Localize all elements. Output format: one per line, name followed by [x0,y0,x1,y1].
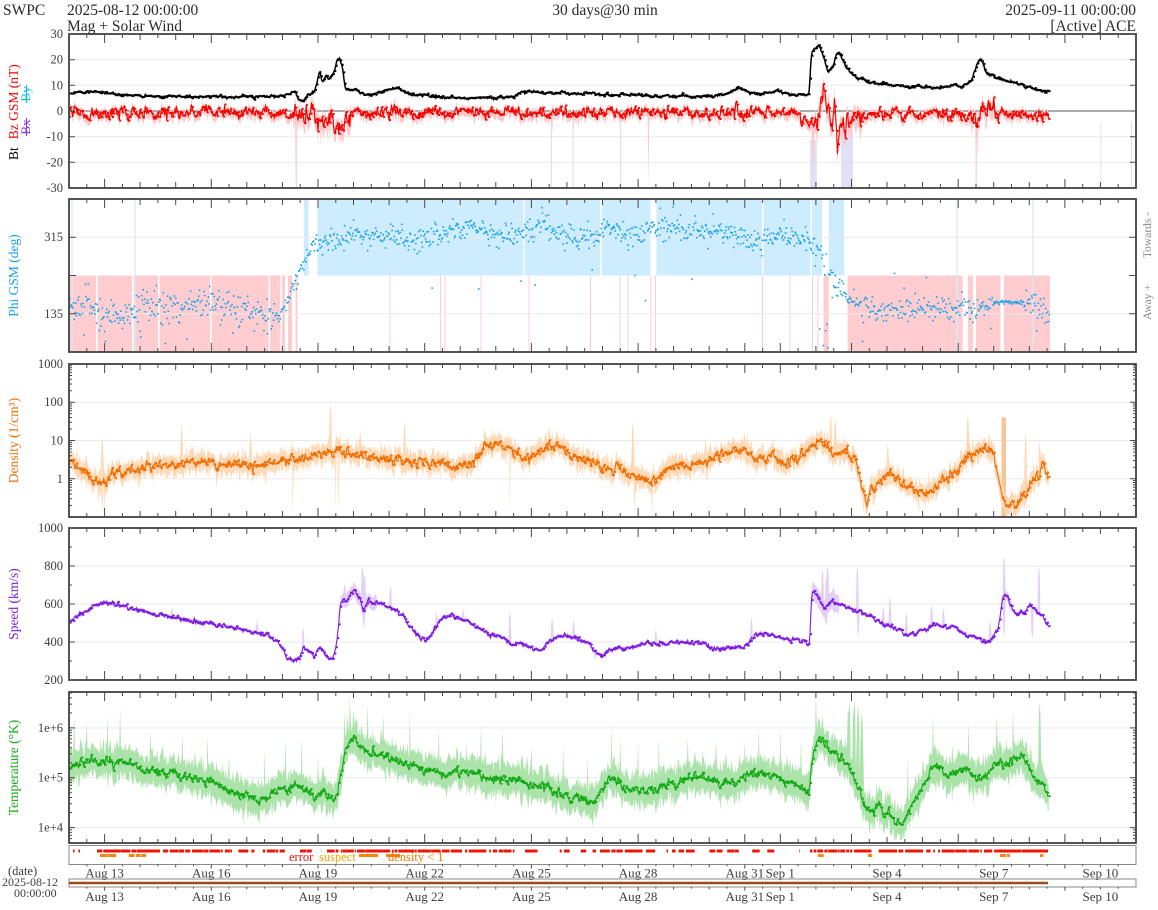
svg-text:Aug 31: Aug 31 [725,889,764,904]
svg-text:Temperature (°K): Temperature (°K) [6,720,21,816]
svg-text:Sep 7: Sep 7 [979,889,1009,904]
svg-text:[Active] ACE: [Active] ACE [1050,18,1136,35]
svg-text:Sep 4: Sep 4 [872,866,902,881]
svg-text:By: By [18,86,33,102]
svg-text:1e+4: 1e+4 [38,821,64,835]
svg-text:Aug 19: Aug 19 [299,889,338,904]
svg-text:100: 100 [44,395,63,409]
svg-text:error: error [289,850,314,864]
svg-text:1e+6: 1e+6 [38,721,63,735]
svg-text:400: 400 [44,635,63,649]
svg-text:Aug 16: Aug 16 [192,866,231,881]
svg-text:10: 10 [51,78,64,92]
svg-text:Aug 22: Aug 22 [405,866,444,881]
svg-text:315: 315 [44,230,63,244]
svg-text:135: 135 [44,307,63,321]
svg-text:Aug 25: Aug 25 [512,866,551,881]
svg-text:Aug 22: Aug 22 [405,889,444,904]
svg-text:SWPC: SWPC [3,2,45,19]
svg-text:Towards -: Towards - [1142,212,1154,258]
svg-text:Density (1/cm³): Density (1/cm³) [6,398,21,483]
svg-text:Away +: Away + [1142,284,1154,320]
svg-text:0: 0 [57,104,63,118]
svg-text:BtBz GSM (nT): BtBz GSM (nT) [6,64,21,160]
svg-text:Aug 28: Aug 28 [619,866,658,881]
svg-text:-30: -30 [46,181,63,195]
svg-text:20: 20 [51,53,64,67]
svg-text:Aug 16: Aug 16 [192,889,231,904]
svg-text:Aug 31: Aug 31 [725,866,764,881]
svg-text:Bx: Bx [18,119,33,135]
svg-text:Sep 10: Sep 10 [1083,866,1119,881]
svg-text:suspect: suspect [319,850,356,864]
svg-text:00:00:00: 00:00:00 [14,886,57,900]
svg-text:Aug 28: Aug 28 [619,889,658,904]
svg-text:Mag + Solar Wind: Mag + Solar Wind [67,18,182,35]
svg-text:10: 10 [51,434,64,448]
svg-text:-10: -10 [46,130,63,144]
svg-text:Aug 13: Aug 13 [85,889,124,904]
svg-text:Sep 7: Sep 7 [979,866,1009,881]
svg-text:600: 600 [44,597,63,611]
svg-text:Sep 10: Sep 10 [1083,889,1119,904]
svg-text:density < 1: density < 1 [388,850,444,864]
svg-text:Aug 13: Aug 13 [85,866,124,881]
svg-text:1e+5: 1e+5 [38,771,63,785]
svg-text:(date): (date) [8,864,37,878]
svg-text:1000: 1000 [38,357,63,371]
svg-text:2025-08-12: 2025-08-12 [2,875,58,889]
svg-text:Phi GSM (deg): Phi GSM (deg) [6,234,21,317]
svg-text:1: 1 [57,472,63,486]
svg-text:Sep 4: Sep 4 [872,889,902,904]
svg-text:Sep 1: Sep 1 [766,889,795,904]
svg-text:800: 800 [44,559,63,573]
svg-text:2025-08-12 00:00:00: 2025-08-12 00:00:00 [67,2,199,19]
svg-text:-20: -20 [46,155,63,169]
svg-text:Aug 25: Aug 25 [512,889,551,904]
svg-text:30: 30 [51,27,64,41]
svg-text:Sep 1: Sep 1 [766,866,795,881]
svg-text:30 days@30 min: 30 days@30 min [552,2,658,19]
svg-text:Aug 19: Aug 19 [299,866,338,881]
svg-text:1000: 1000 [38,521,63,535]
svg-text:200: 200 [44,673,63,687]
svg-text:Speed (km/s): Speed (km/s) [6,568,21,640]
svg-text:2025-09-11 00:00:00: 2025-09-11 00:00:00 [1005,2,1136,19]
